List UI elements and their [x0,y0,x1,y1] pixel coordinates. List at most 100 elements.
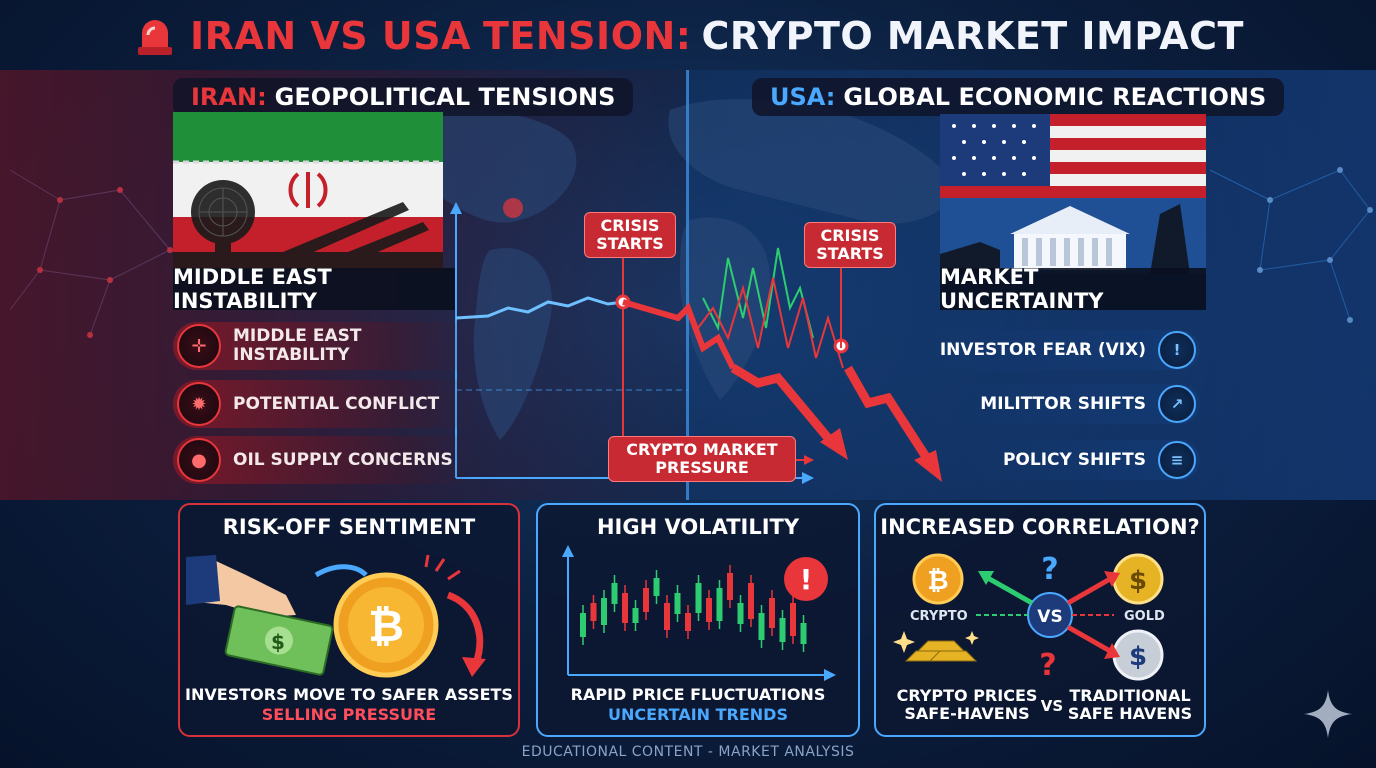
page-title: IRAN VS USA TENSION: CRYPTO MARKET IMPAC… [0,8,1376,64]
compare-vs: VS [1040,697,1064,715]
crisis-1-line-1: CRISIS [600,216,660,235]
volatility-foot-line-1: RAPID PRICE FLUCTUATIONS [570,685,826,704]
crisis-2-line-2: STARTS [816,244,884,263]
pressure-line-2: PRESSURE [655,458,749,477]
candle-body [800,623,807,644]
bitcoin-symbol-risk: ₿ [368,601,404,652]
iran-heading: IRAN: GEOPOLITICAL TENSIONS [173,78,634,116]
candle-body [622,593,628,623]
factor-1-line-1: MIDDLE EAST [233,326,362,346]
candle-body [643,588,649,612]
candle-body [653,578,660,596]
candle-body [601,598,607,625]
title-part-2: TENSION: [483,14,692,58]
compare-left-line-2: SAFE-HAVENS [904,704,1030,723]
gold-label: GOLD [1124,609,1165,624]
title-part-1: IRAN VS USA [190,14,471,58]
correlation-title: INCREASED CORRELATION? [880,515,1200,539]
dollar-coin-icon: $ [1129,642,1147,672]
factor-1-line-2: INSTABILITY [233,345,350,365]
candle-body [611,583,618,604]
factor-policy-shifts: POLICY SHIFTS ≡ [972,440,1200,480]
compare-right: TRADITIONAL SAFE HAVENS [1062,687,1198,723]
volatility-title: HIGH VOLATILITY [596,515,800,539]
factor-militor-shifts: MILITTOR SHIFTS ↗ [950,384,1200,424]
center-divider [686,70,689,500]
alert-icon: ! [800,563,813,596]
risk-off-illustration: $ ₿ [186,554,486,678]
question-mark-bottom: ? [1039,648,1056,683]
candle-body [590,603,597,621]
crisis-1-line-2: STARTS [596,234,664,253]
candle-body [580,613,586,637]
candle-body [685,613,691,631]
high-volatility-card: HIGH VOLATILITY ! RAPID PRICE FLUCTUATIO… [536,503,860,737]
crisis-2-line-1: CRISIS [820,226,880,245]
compare-left-line-1: CRYPTO PRICES [896,686,1038,705]
candle-body [769,598,775,628]
candle-body [695,583,702,613]
conflict-arrows-icon: ✛ [177,324,221,368]
crypto-market-pressure-label: CRYPTO MARKET PRESSURE [608,436,796,482]
factor-oil-supply: ● OIL SUPPLY CONCERNS [173,436,473,484]
title-part-3: CRYPTO MARKET IMPACT [701,14,1244,58]
iran-heading-label: IRAN: [191,83,267,111]
compare-right-line-2: SAFE HAVENS [1067,704,1193,723]
correlation-card: INCREASED CORRELATION? ₿ $ $ VS ? ? CRYP… [874,503,1206,737]
crisis-starts-label-2: CRISIS STARTS [804,222,896,268]
chart-up-icon: ↗ [1158,385,1196,423]
iran-heading-text: GEOPOLITICAL TENSIONS [274,83,616,111]
usa-heading-label: USA: [770,83,836,111]
compare-right-line-1: TRADITIONAL [1069,686,1191,705]
candle-body [706,598,712,622]
usa-flag-illustration [940,114,1206,274]
risk-off-foot-line-1: INVESTORS MOVE TO SAFER ASSETS [185,685,513,704]
rfactor-2-text: MILITTOR SHIFTS [980,394,1146,414]
cash-symbol: $ [271,630,285,654]
question-mark-top: ? [1041,552,1058,587]
volatility-foot: RAPID PRICE FLUCTUATIONS UNCERTAIN TREND… [538,685,858,725]
usa-heading: USA: GLOBAL ECONOMIC REACTIONS [752,78,1285,116]
gold-coin-icon: $ [1129,566,1147,596]
risk-off-foot-line-2: SELLING PRESSURE [261,705,437,724]
sparkle-icon [1304,690,1352,738]
candlestick-illustration: ! [562,545,836,681]
vs-badge: VS [1037,607,1062,627]
factor-3-text: OIL SUPPLY CONCERNS [233,450,453,470]
candle-body [737,603,744,624]
iran-flag-illustration [173,112,443,272]
candle-body [779,618,786,642]
factor-potential-conflict: ✹ POTENTIAL CONFLICT [173,380,473,428]
candle-body [790,603,796,636]
explosion-icon: ✹ [177,382,221,426]
rfactor-1-text: INVESTOR FEAR (VIX) [939,340,1146,360]
risk-off-card: RISK-OFF SENTIMENT $ ₿ INVESTORS MOVE TO… [178,503,520,737]
usa-heading-text: GLOBAL ECONOMIC REACTIONS [843,83,1267,111]
siren-icon [138,20,173,55]
crisis-starts-label-1: CRISIS STARTS [584,212,676,258]
document-icon: ≡ [1158,441,1196,479]
correlation-illustration: ₿ $ $ VS ? ? [893,552,1164,683]
shield-alert-icon: ! [1158,331,1196,369]
candle-body [727,573,733,600]
footer-note: EDUCATIONAL CONTENT - MARKET ANALYSIS [521,744,855,760]
crypto-coin-icon: ₿ [927,566,948,596]
candle-body [674,593,681,614]
risk-off-foot: INVESTORS MOVE TO SAFER ASSETS SELLING P… [180,685,518,725]
candle-body [758,613,765,640]
volatility-foot-line-2: UNCERTAIN TRENDS [608,705,788,724]
factor-2-text: POTENTIAL CONFLICT [233,394,440,414]
risk-off-title: RISK-OFF SENTIMENT [222,515,476,539]
candle-body [716,588,723,621]
usa-banner: MARKET UNCERTAINTY [940,265,1206,313]
compare-left: CRYPTO PRICES SAFE-HAVENS [892,687,1042,723]
iran-banner: MIDDLE EAST INSTABILITY [173,265,455,313]
crypto-label: CRYPTO [910,609,968,624]
rfactor-3-text: POLICY SHIFTS [1002,450,1146,470]
pressure-line-1: CRYPTO MARKET [626,440,778,459]
candle-body [632,608,639,623]
factor-investor-fear: INVESTOR FEAR (VIX) ! [909,330,1200,370]
factor-1-text: MIDDLE EAST INSTABILITY [233,327,361,365]
oil-drop-icon: ● [177,438,221,482]
candle-body [664,603,670,630]
